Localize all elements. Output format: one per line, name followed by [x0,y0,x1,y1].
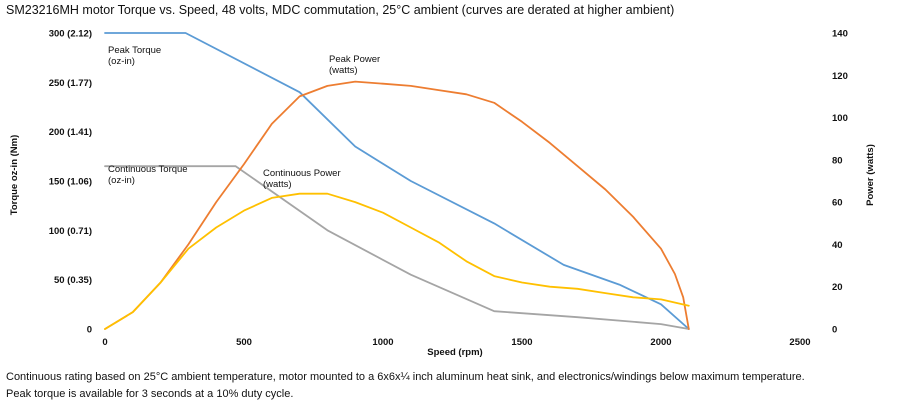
peak-power-label-line: (watts) [329,65,358,76]
continuous-torque-label-line: Continuous Torque [108,164,188,175]
series-labels: Peak Torque(oz-in)Continuous Torque(oz-i… [108,45,380,190]
x-tick-label: 1500 [511,337,532,348]
continuous-power-label-line: Continuous Power [263,168,341,179]
y-right-tick-label: 60 [832,198,843,209]
y-right-tick-label: 100 [832,113,848,124]
y-right-tick-label: 40 [832,240,843,251]
continuous-torque-line [104,165,690,330]
continuous-power-label-line: (watts) [263,179,292,190]
x-tick-label: 2500 [789,337,810,348]
y-right-tick-label: 20 [832,282,843,293]
peak-torque-label-line: (oz-in) [108,56,135,67]
y-right-tick-label: 140 [832,29,848,40]
series-lines [104,32,690,330]
peak-power-label-line: Peak Power [329,54,380,65]
y-left-tick-label: 0 [87,325,92,336]
y-left-tick-label: 200 (1.41) [49,127,92,138]
peak-power-line [104,80,690,330]
continuous-power-line [104,192,690,330]
y-right-tick-label: 80 [832,155,843,166]
y-left-tick-label: 50 (0.35) [54,275,92,286]
peak-torque-line [104,32,690,330]
x-tick-label: 1000 [372,337,393,348]
peak-torque-label-line: Peak Torque [108,45,161,56]
continuous-torque-label-line: (oz-in) [108,175,135,186]
x-axis-label: Speed (rpm) [427,347,482,358]
y-right-tick-label: 120 [832,71,848,82]
y-left-tick-label: 150 (1.06) [49,177,92,188]
y-left-tick-label: 250 (1.77) [49,78,92,89]
footnote-continuous-rating: Continuous rating based on 25°C ambient … [6,371,805,383]
chart-title: SM23216MH motor Torque vs. Speed, 48 vol… [6,3,675,17]
y-axis-right-label: Power (watts) [865,144,876,206]
y-right-tick-label: 0 [832,325,837,336]
x-tick-label: 0 [102,337,107,348]
y-left-tick-label: 300 (2.12) [49,29,92,40]
y-left-tick-label: 100 (0.71) [49,226,92,237]
footnote-peak-torque: Peak torque is available for 3 seconds a… [6,388,294,400]
y-axis-left-label: Torque oz-in (Nm) [9,135,20,216]
x-tick-label: 2000 [650,337,671,348]
x-tick-label: 500 [236,337,252,348]
